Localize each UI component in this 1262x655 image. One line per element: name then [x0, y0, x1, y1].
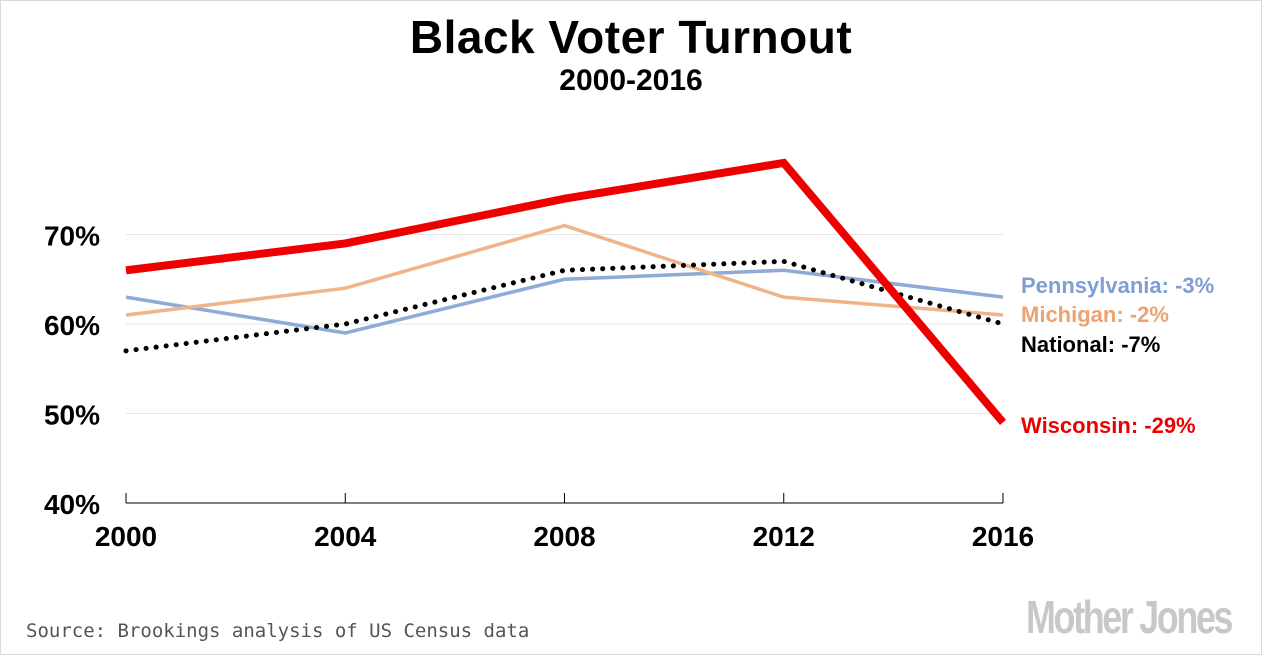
- mother-jones-logo: Mother Jones: [1026, 591, 1234, 643]
- x-tick-label: 2012: [753, 521, 815, 552]
- y-tick-label: 60%: [44, 310, 100, 341]
- series-label-wisconsin: Wisconsin: -29%: [1021, 413, 1196, 438]
- series-line-pennsylvania: [125, 268, 1004, 335]
- series-label-pennsylvania: Pennsylvania: -3%: [1021, 273, 1214, 298]
- x-tick-label: 2004: [314, 521, 377, 552]
- series-line-michigan: [125, 223, 1004, 317]
- y-tick-label: 50%: [44, 400, 100, 431]
- series-line-national: [123, 258, 1006, 354]
- source-note: Source: Brookings analysis of US Census …: [26, 620, 530, 642]
- y-tick-label: 70%: [44, 221, 100, 252]
- x-tick-label: 2008: [533, 521, 595, 552]
- chart-title: Black Voter Turnout: [409, 11, 853, 63]
- y-tick-label: 40%: [44, 489, 100, 520]
- series-label-michigan: Michigan: -2%: [1021, 302, 1169, 327]
- chart-subtitle: 2000-2016: [559, 64, 703, 97]
- series-label-national: National: -7%: [1021, 332, 1160, 357]
- x-tick-label: 2000: [95, 521, 157, 552]
- x-tick-label: 2016: [972, 521, 1034, 552]
- series-line-wisconsin: [125, 158, 1007, 426]
